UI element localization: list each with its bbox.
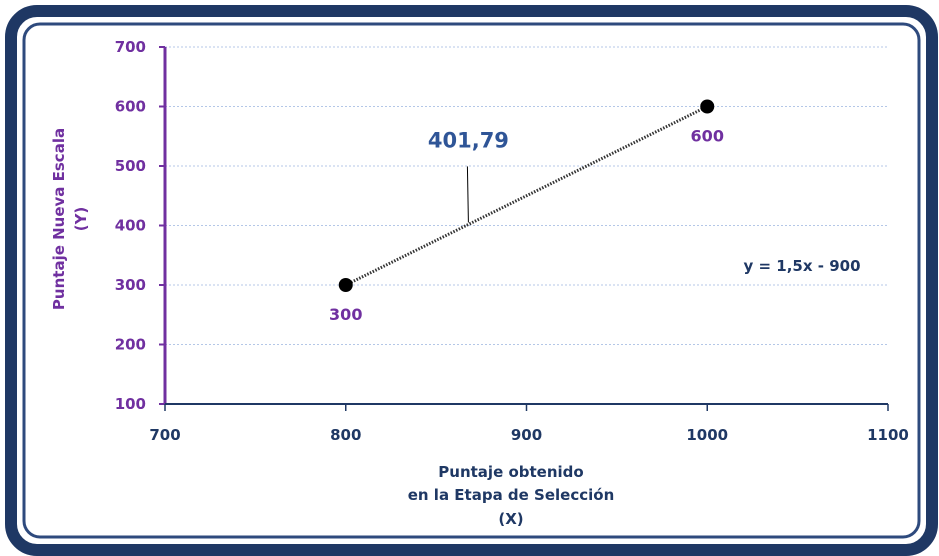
y-tick-label: 400: [115, 217, 146, 235]
annotations: 401,79 y = 1,5x - 900 Puntaje obtenido e…: [50, 128, 861, 528]
y-tick-label: 700: [115, 38, 146, 56]
equation-label: y = 1,5x - 900: [743, 257, 860, 275]
callout-leader-line: [466, 166, 469, 223]
data-point-1: [338, 278, 353, 292]
data-series: 300 600: [329, 99, 724, 324]
data-point-label-1: 300: [329, 305, 362, 324]
y-tick-label: 200: [115, 336, 146, 354]
x-tick-label: 1000: [686, 426, 728, 444]
y-tick-label: 300: [115, 276, 146, 294]
y-axis-title-line-2: (Y): [72, 207, 90, 232]
axes: [159, 46, 889, 411]
tick-labels: 100 200 300 400 500 600 700 700 800 900 1000 1100: [115, 38, 909, 444]
y-axis-title-line-1: Puntaje Nueva Escala: [50, 128, 68, 310]
x-axis-title-line-1: Puntaje obtenido: [438, 463, 583, 481]
frame-outer-border: [5, 5, 938, 556]
x-tick-label: 1100: [867, 426, 909, 444]
y-tick-label: 500: [115, 157, 146, 175]
x-tick-label: 700: [149, 426, 180, 444]
x-tick-label: 900: [511, 426, 542, 444]
y-tick-label: 100: [115, 395, 146, 413]
x-axis-title-line-3: (X): [498, 510, 523, 528]
data-point-label-2: 600: [691, 127, 724, 146]
data-point-2: [700, 99, 715, 114]
x-tick-label: 800: [330, 426, 361, 444]
gridlines: [165, 46, 888, 345]
callout-label: 401,79: [428, 128, 509, 152]
frame-inner-border: [22, 22, 921, 539]
y-tick-label: 600: [115, 98, 146, 116]
series-line: [345, 105, 708, 287]
x-axis-title-line-2: en la Etapa de Selección: [408, 486, 615, 504]
